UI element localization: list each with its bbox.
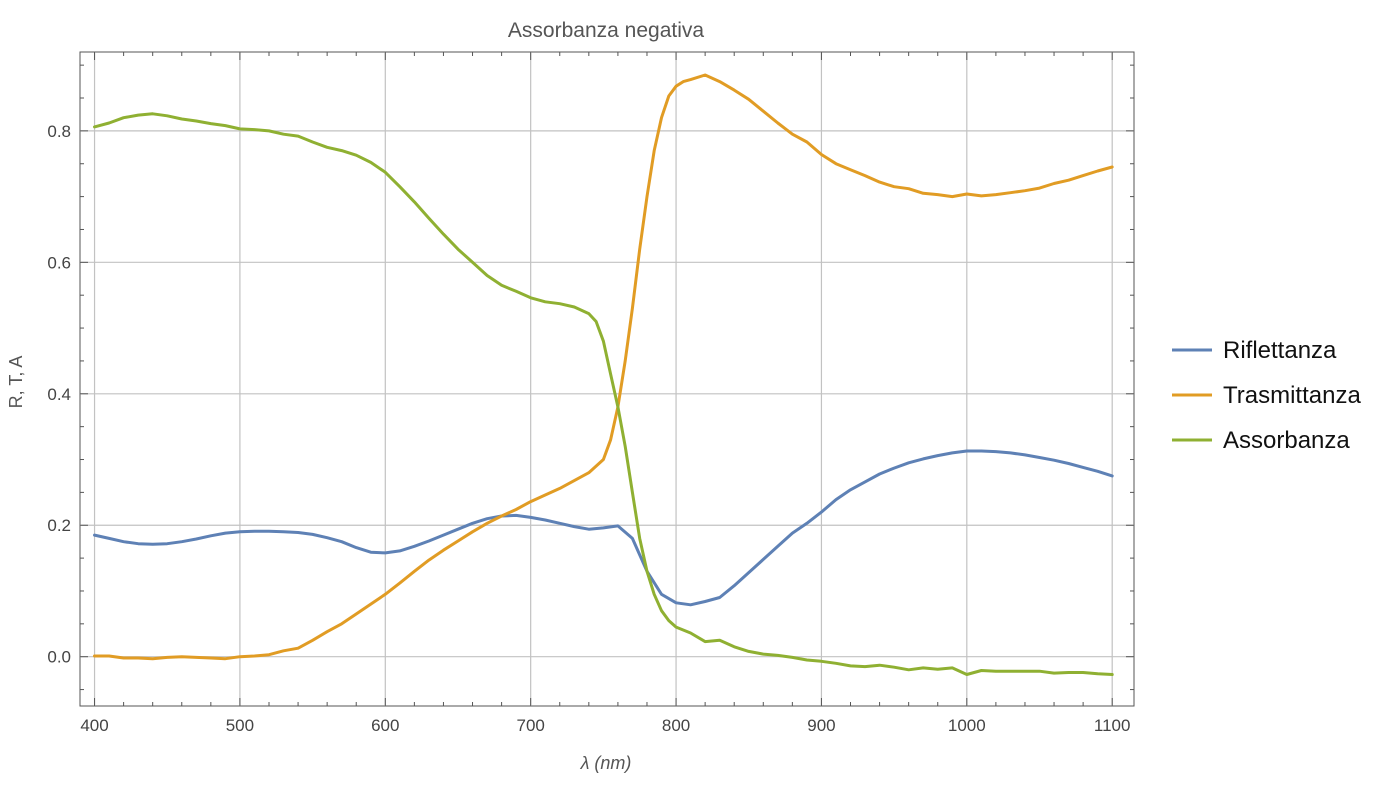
legend-label: Assorbanza <box>1223 427 1350 454</box>
y-axis-title: R, T, A <box>6 356 26 409</box>
legend-label: Trasmittanza <box>1223 382 1361 409</box>
series-line-trasmittanza <box>93 73 1114 661</box>
series-lines <box>93 73 1114 676</box>
x-tick-label: 500 <box>226 716 254 735</box>
plot-frame <box>79 51 1135 707</box>
x-tick-label: 1000 <box>948 716 986 735</box>
y-tick-label: 0.2 <box>47 516 71 535</box>
series-line-assorbanza <box>93 112 1114 676</box>
x-tick-label: 800 <box>662 716 690 735</box>
x-axis-title: λ (nm) <box>580 753 632 773</box>
y-tick-label: 0.0 <box>47 648 71 667</box>
x-tick-label: 1100 <box>1094 716 1131 735</box>
series-line-riflettanza <box>93 449 1114 607</box>
axis-ticks: 400 500 600 700 800 900 1000 1100 0.0 0.2 0.4 0.6 0.… <box>47 52 1134 735</box>
legend: Riflettanza Trasmittanza Assorbanza <box>1172 337 1361 454</box>
chart-title: Assorbanza negativa <box>508 19 704 42</box>
y-tick-label: 0.8 <box>47 122 71 141</box>
x-tick-label: 900 <box>807 716 835 735</box>
y-tick-label: 0.6 <box>47 253 71 272</box>
x-tick-label: 400 <box>80 716 108 735</box>
grid-lines <box>80 52 1134 706</box>
x-tick-label: 700 <box>516 716 544 735</box>
legend-label: Riflettanza <box>1223 337 1337 364</box>
x-tick-label: 600 <box>371 716 399 735</box>
y-tick-label: 0.4 <box>47 385 71 404</box>
